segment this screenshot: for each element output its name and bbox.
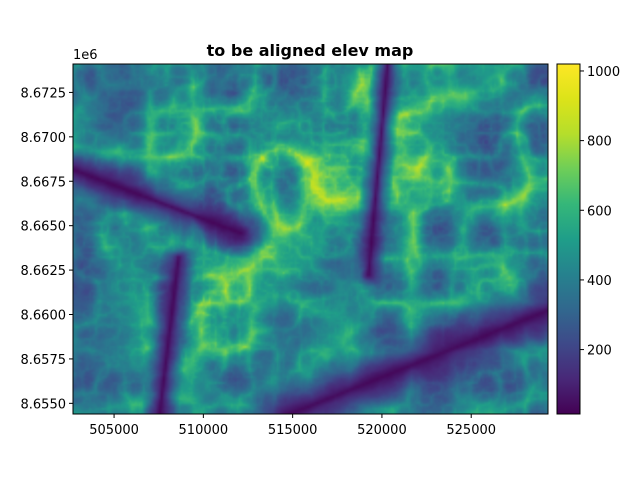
colorbar-frame [556, 63, 581, 415]
y-tick-label: 8.6625 [21, 264, 67, 279]
y-axis-offset-label: 1e6 [73, 48, 98, 63]
x-tick-label: 525000 [446, 423, 496, 438]
colorbar-tick-label: 400 [587, 274, 612, 289]
chart-title: to be aligned elev map [207, 41, 414, 60]
y-tick-label: 8.6675 [21, 175, 67, 190]
y-tick-label: 8.6725 [21, 86, 67, 101]
y-axis: 8.6550 8.6575 8.6600 8.6625 8.6650 8.6675 8.67… [21, 86, 73, 412]
colorbar-tick-label: 200 [587, 344, 612, 359]
elevation-heatmap [73, 64, 548, 414]
colorbar [557, 64, 580, 414]
x-tick-label: 510000 [179, 423, 229, 438]
colorbar-tick-label: 800 [587, 135, 612, 150]
colorbar-tick-label: 600 [587, 204, 612, 219]
plot-frame [72, 63, 549, 415]
x-tick-label: 520000 [357, 423, 407, 438]
y-tick-label: 8.6550 [21, 397, 67, 412]
x-axis: 505000 510000 515000 520000 525000 [89, 414, 496, 438]
colorbar-tick-label: 1000 [587, 65, 620, 80]
y-tick-label: 8.6650 [21, 220, 67, 235]
y-tick-label: 8.6700 [21, 131, 67, 146]
x-tick-label: 515000 [268, 423, 318, 438]
x-tick-label: 505000 [89, 423, 139, 438]
y-tick-label: 8.6575 [21, 353, 67, 368]
colorbar-axis: 200 400 600 800 1000 [580, 65, 620, 359]
y-tick-label: 8.6600 [21, 309, 67, 324]
